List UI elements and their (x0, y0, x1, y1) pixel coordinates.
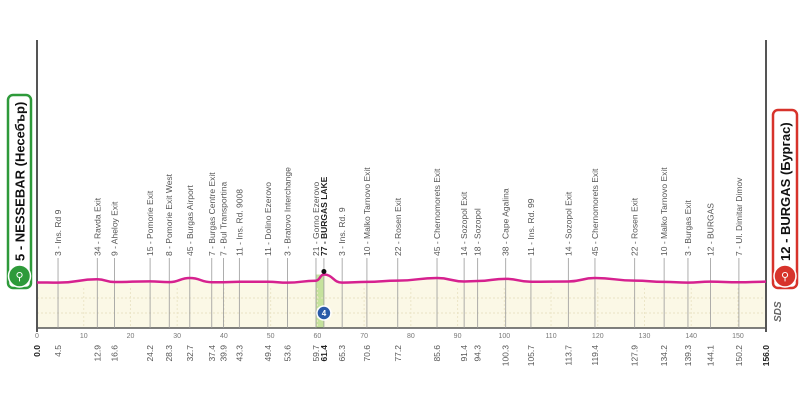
waypoint-km-label: 105.7 (526, 345, 536, 367)
waypoint-label: 7 - Ul. Dimitar Dimov (734, 177, 744, 256)
profile-fill-area (37, 274, 766, 328)
waypoint-km-label: 43.3 (234, 345, 244, 362)
waypoint-label: 22 - Rosen Exit (630, 197, 640, 256)
start-cyclist-glyph: ⚲ (15, 271, 23, 283)
waypoint-label: 14 - Sozopol Exit (459, 191, 469, 256)
waypoint-km-label: 134.2 (659, 345, 669, 367)
waypoint-km-label: 16.6 (110, 345, 120, 362)
waypoint-label: 11 - Ins. Rd. 9008 (234, 189, 244, 256)
finish-box (771, 108, 799, 290)
sprint-point (321, 269, 327, 275)
waypoint-km-label: 28.3 (164, 345, 174, 362)
waypoint-label: 77 - BURGAS LAKE (319, 176, 329, 256)
waypoint-label: 22 - Rosen Exit (393, 197, 403, 256)
finish-cyclist-icon (773, 264, 797, 288)
waypoint-km-label: 150.2 (734, 345, 744, 367)
waypoint-km-label: 139.3 (683, 345, 693, 367)
x-tick-label: 90 (454, 333, 462, 340)
waypoint-label: 45 - Burgas Airport (185, 184, 195, 256)
waypoint-label: 34 - Ravda Exit (92, 197, 102, 256)
waypoint-km-label: 59.7 (311, 345, 321, 362)
waypoint-km-label: 91.4 (459, 345, 469, 362)
x-tick-label: 20 (127, 333, 135, 340)
waypoint-label: 11 - Dolino Ezerovo (263, 182, 273, 256)
profile-line (36, 273, 767, 284)
waypoint-km-label: 12.9 (92, 345, 102, 362)
waypoint-label: 45 - Chernomorets Exit (432, 168, 442, 256)
waypoint-km-label: 113.7 (563, 345, 573, 366)
x-tick-label: 60 (313, 333, 321, 340)
waypoint-km-label: 24.2 (145, 345, 155, 362)
waypoint-label: 7 - Bul Transportina (218, 182, 228, 256)
x-tick-label: 30 (173, 333, 181, 340)
waypoint-label: 18 - Sozopol (473, 208, 483, 256)
finish-label: 12 - BURGAS (Бургас) (778, 122, 793, 261)
start-cyclist-icon (7, 264, 32, 288)
start-label: 5 - NESSEBAR (Несебър) (13, 102, 28, 261)
waypoint-label: 8 - Pomorie Exit West (164, 173, 174, 256)
waypoint-km-label: 70.6 (362, 345, 372, 362)
waypoint-label: 11 - Ins. Rd. 99 (526, 198, 536, 256)
waypoint-km-label: 37.4 (207, 345, 217, 362)
x-tick-label: 70 (360, 333, 368, 340)
x-tick-label: 140 (685, 333, 697, 340)
waypoint-km-label: 61.4 (319, 345, 329, 362)
x-tick-label: 50 (267, 333, 275, 340)
waypoint-km-label: 144.1 (705, 345, 715, 367)
waypoint-km-label: 49.4 (263, 345, 273, 362)
x-tick-label: 120 (592, 333, 604, 340)
sds-watermark: SDS (773, 301, 784, 322)
x-tick-label: 0 (35, 333, 39, 340)
waypoint-km-label: 65.3 (337, 345, 347, 362)
finish-km-label: 156.0 (761, 345, 771, 367)
waypoint-km-label: 94.3 (473, 345, 483, 362)
waypoint-label: 3 - Ins. Rd. 9 (337, 207, 347, 256)
x-tick-label: 10 (80, 333, 88, 340)
waypoint-label: 12 - BURGAS (705, 203, 715, 256)
waypoint-label: 10 - Malko Tarnovo Exit (362, 167, 372, 256)
x-tick-label: 40 (220, 333, 228, 340)
x-tick-label: 130 (639, 333, 651, 340)
start-box (6, 93, 33, 290)
waypoint-km-label: 127.9 (630, 345, 640, 367)
waypoint-label: 3 - Bratovo Interchange (282, 167, 292, 256)
waypoint-km-label: 32.7 (185, 345, 195, 362)
finish-cyclist-glyph: ⚲ (781, 271, 789, 283)
x-tick-label: 110 (545, 333, 556, 340)
waypoint-label: 14 - Sozopol Exit (563, 191, 573, 256)
waypoint-km-label: 119.4 (590, 345, 600, 366)
waypoint-label: 45 - Chernomorets Exit (590, 168, 600, 256)
waypoint-km-label: 53.6 (282, 345, 292, 362)
waypoint-label: 7 - Burgas Centre Exit (207, 172, 217, 256)
sprint-icon (316, 305, 332, 321)
x-tick-label: 100 (498, 333, 510, 340)
waypoint-label: 9 - Aheloy Exit (110, 201, 120, 256)
waypoint-label: 10 - Malko Tarnovo Exit (659, 167, 669, 256)
waypoint-km-label: 4.5 (53, 345, 63, 357)
x-tick-label: 150 (732, 333, 744, 340)
waypoint-km-label: 100.3 (501, 345, 511, 367)
sprint-number: 4 (322, 309, 327, 318)
sprint-zone (315, 274, 324, 328)
x-tick-label: 80 (407, 333, 415, 340)
start-km-label: 0.0 (32, 345, 42, 357)
waypoint-label: 3 - Burgas Exit (683, 200, 693, 256)
waypoint-km-label: 39.9 (218, 345, 228, 362)
waypoint-label: 21 - Gorno Ezerovo (311, 182, 321, 256)
waypoint-km-label: 77.2 (393, 345, 403, 362)
waypoint-label: 15 - Pomorie Exit (145, 190, 155, 256)
waypoint-km-label: 85.6 (432, 345, 442, 362)
waypoint-label: 38 - Cape Agalina (501, 188, 511, 256)
waypoint-label: 3 - Ins. Rd 9 (53, 209, 63, 256)
